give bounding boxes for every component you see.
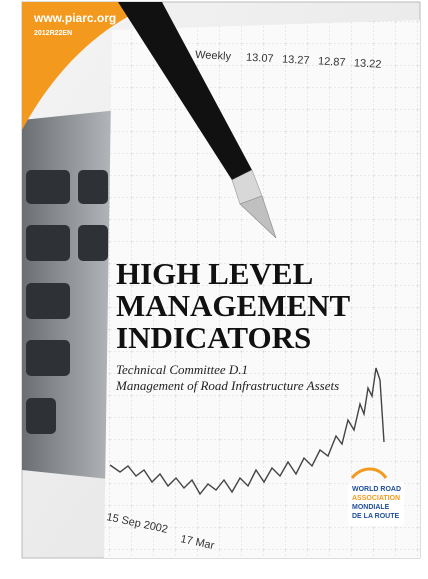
quote: 13.22	[354, 57, 382, 70]
logo-line: WORLD ROAD	[352, 486, 401, 493]
subtitle-line: Management of Road Infrastructure Assets	[115, 378, 339, 393]
title-line: HIGH LEVEL	[116, 256, 313, 291]
logo-line: MONDIALE	[352, 504, 390, 511]
url: www.piarc.org	[33, 11, 116, 25]
weekly-label: Weekly	[195, 49, 232, 63]
subtitle-line: Technical Committee D.1	[116, 362, 248, 377]
quote: 12.87	[318, 55, 346, 68]
logo-line: ASSOCIATION	[352, 495, 400, 502]
page: www.piarc.org 2012R22EN Weekly 13.07 13.…	[0, 0, 428, 579]
logo-line: DE LA ROUTE	[352, 513, 400, 520]
code: 2012R22EN	[34, 30, 72, 37]
cover: www.piarc.org 2012R22EN Weekly 13.07 13.…	[0, 0, 428, 579]
quote: 13.07	[246, 52, 274, 65]
quote: 13.27	[282, 54, 310, 67]
title-line: MANAGEMENT	[116, 288, 351, 323]
title-line: INDICATORS	[116, 320, 311, 355]
